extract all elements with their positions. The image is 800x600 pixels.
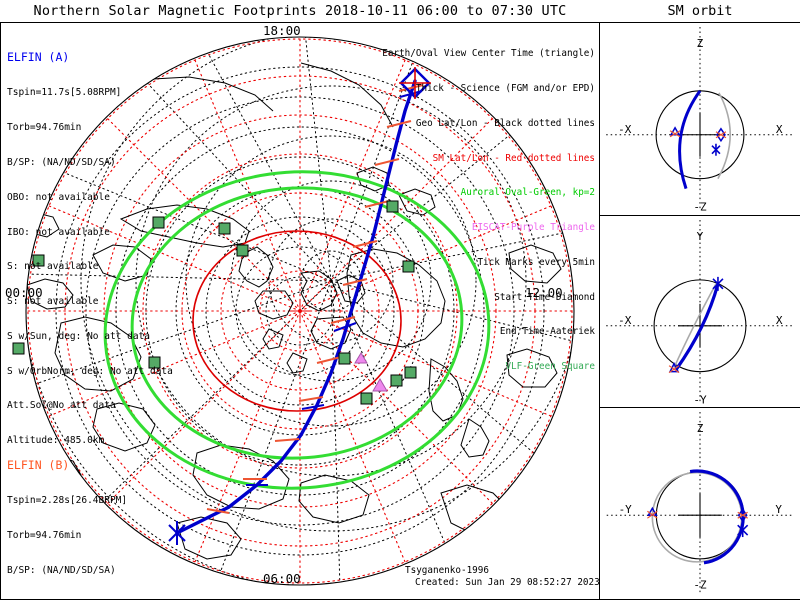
elfin-b-line-2: B/SP: (NA/ND/SD/SA): [7, 564, 116, 576]
orbit-end-diamond: [716, 127, 726, 143]
sm-meridian-lines: [26, 37, 574, 585]
legend-item-0: Earth/Oval View Center Time (triangle): [382, 48, 595, 60]
earth-circle: [653, 278, 747, 372]
elfin-a-line-10: Altitude: 485.0km: [7, 435, 105, 447]
trajectory-tick-marks-blue: [246, 90, 423, 486]
legend-item-5: EISCAT-Purple Triangle: [471, 222, 595, 234]
previous-orbit-path: [673, 283, 717, 368]
sm-pole-cross: [290, 301, 310, 321]
axis-label-down: -Z: [693, 201, 707, 214]
orbit-path: [678, 89, 702, 190]
elfin-a-line-2: B/SP: (NA/ND/SD/SA): [7, 156, 116, 168]
map-legend: Earth/Oval View Center Time (triangle) T…: [382, 25, 595, 396]
legend-item-9: VLF-Green Square: [505, 361, 595, 373]
legend-item-1: Thick - Science (FGM and/or EPD): [415, 82, 595, 94]
mlt-label-left: 00:00: [5, 285, 43, 300]
elfin-a-line-0: Tspin=11.7s[5.08RPM]: [7, 87, 122, 99]
elfin-a-info-block: ELFIN (A) Tspin=11.7s[5.08RPM] Torb=94.7…: [7, 27, 173, 470]
eiscat-station-triangles: [354, 352, 388, 392]
orbit-end-cross: [737, 511, 748, 519]
sm-orbit-view-xz: Z -Z -X X: [600, 22, 800, 215]
axis-label-up: Z: [697, 422, 704, 435]
axis-label-up: Y: [697, 230, 704, 243]
elfin-a-line-6: S: not available: [7, 296, 99, 308]
orbit-asterisk: [711, 143, 721, 156]
created-timestamp: Created: Sun Jan 29 08:52:27 2023: [415, 577, 600, 588]
legend-item-4: Auroral Oval-Green, kp=2: [460, 187, 595, 199]
sm-inner-boundary: [192, 230, 402, 412]
sm-orbit-panel: Z -Z -X X: [600, 22, 800, 600]
previous-orbit-path: [717, 92, 731, 180]
orbit-end-cross: [715, 131, 727, 139]
end-time-asterisk-marker: [168, 521, 186, 545]
page-title: Northern Solar Magnetic Footprints 2018-…: [33, 3, 567, 19]
sm-orbit-view-yz: Z -Z -Y Y: [600, 407, 800, 600]
elfin-a-line-5: S: not available: [7, 261, 99, 273]
elfin-a-line-3: OBO: not available: [7, 191, 110, 203]
orbit-asterisk: [737, 523, 749, 538]
axis-label-right: Y: [775, 503, 782, 516]
mlt-label-right: 12:00: [525, 285, 563, 300]
orbit-start-cross: [669, 130, 681, 138]
elfin-a-name: ELFIN (A): [7, 50, 70, 65]
legend-item-3: SM Lat/Lon - Red dotted lines: [432, 152, 595, 164]
axis-label-down: -Z: [693, 579, 707, 592]
mlt-label-bottom: 06:00: [263, 571, 301, 586]
elfin-a-line-1: Torb=94.76min: [7, 122, 82, 134]
polar-map-panel: 18:00 00:00 12:00 06:00 ELFIN (A) Tspin=…: [0, 22, 600, 600]
orbit-start-cross: [647, 510, 658, 519]
legend-item-7: Start Time-Diamond: [494, 291, 595, 303]
previous-orbit-path: [651, 471, 743, 563]
orbit-start-triangle: [669, 126, 681, 136]
sm-orbit-title-bar: SM orbit: [600, 0, 800, 22]
mlt-label-top: 18:00: [263, 23, 301, 38]
elfin-a-line-9: Att.Sol@No att data: [7, 400, 116, 412]
elfin-trajectory: [175, 79, 417, 535]
elfin-b-line-0: Tspin=2.28s[26.4BRPM]: [7, 495, 128, 507]
axis-label-right: X: [776, 123, 783, 136]
start-time-diamond-marker: [399, 67, 431, 99]
legend-item-8: End Time-Aateriek: [499, 326, 595, 338]
sm-orbit-yz-svg: Z -Z -Y Y: [606, 412, 794, 595]
axis-label-left: -X: [618, 123, 632, 136]
polar-outer-ring: [25, 36, 575, 586]
orbit-end-diamond: [737, 508, 748, 523]
axis-label-left: -Y: [619, 503, 633, 516]
elfin-b-name: ELFIN (B): [7, 458, 70, 473]
elfin-b-line-1: Torb=94.76min: [7, 530, 82, 542]
legend-item-2: Geo Lat/Lon - Black dotted lines: [415, 117, 595, 129]
axis-label-up: Z: [697, 37, 704, 50]
axis-label-down: -Y: [693, 393, 707, 406]
elfin-a-line-7: S w/Sun, deg: No att data: [7, 330, 150, 342]
auroral-oval-outer: [103, 170, 491, 490]
axis-label-right: X: [776, 313, 783, 326]
vlf-station-squares: [12, 200, 417, 405]
elfin-a-line-4: IBO: not available: [7, 226, 110, 238]
auroral-oval-inner: [130, 186, 464, 460]
polar-map-svg: [12, 36, 575, 586]
main-title-bar: Northern Solar Magnetic Footprints 2018-…: [0, 0, 600, 22]
elfin-b-info-block: ELFIN (B) Tspin=2.28s[26.4BRPM] Torb=94.…: [7, 435, 173, 599]
sm-orbit-xy-svg: Y -Y -X X: [606, 219, 794, 406]
legend-item-6: Tick Marks every 5min: [477, 256, 595, 268]
orbit-path: [674, 283, 720, 371]
axis-label-left: -X: [618, 313, 632, 326]
sm-orbit-title: SM orbit: [667, 3, 733, 19]
orbit-start-cross: [668, 364, 680, 373]
orbit-path: [689, 469, 745, 565]
trajectory-tick-marks: [206, 84, 424, 514]
elfin-a-line-8: S w/OrbNorm, deg: No att data: [7, 365, 173, 377]
sm-orbit-xz-svg: Z -Z -X X: [606, 26, 794, 214]
orbit-end-asterisk: [712, 276, 724, 291]
sm-orbit-view-xy: Y -Y -X X: [600, 214, 800, 408]
model-credit: Tsyganenko-1996: [405, 565, 489, 576]
